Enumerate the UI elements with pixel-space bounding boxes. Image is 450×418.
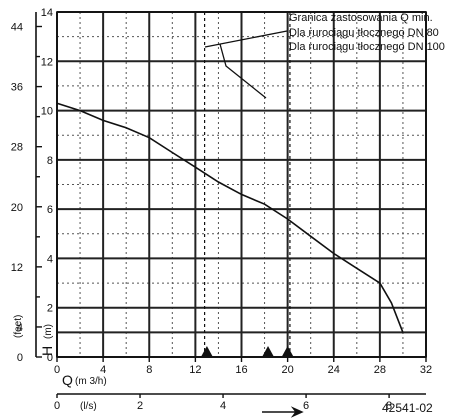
y-axis-unit: (m) (43, 324, 54, 339)
feet-tick-label: 4 (17, 322, 23, 334)
x-tick-label: 32 (420, 364, 432, 376)
ls-tick-label: 4 (220, 400, 226, 412)
feet-tick-label: 28 (11, 142, 23, 154)
annotation-dn100: Dla rurociągu tłocznego DN 100 (289, 41, 445, 53)
feet-tick-label: 36 (11, 82, 23, 94)
x-axis-unit: (m 3/h) (75, 376, 107, 387)
x-tick-label: 16 (235, 364, 247, 376)
pump-curve-line (56, 102, 404, 333)
annotation-dn80: Dla rurociągu tłocznego DN 80 (289, 27, 439, 39)
x-tick-label: 28 (374, 364, 386, 376)
y-tick-label: 4 (47, 253, 53, 265)
feet-tick-label: 0 (17, 352, 23, 364)
leader-dn80 (204, 30, 288, 48)
y-tick-label: 10 (41, 106, 53, 118)
x-tick-label: 8 (146, 364, 152, 376)
feet-tick-label: 20 (11, 202, 23, 214)
y-tick-label: 14 (41, 7, 53, 19)
figure-code: 42541-02 (382, 401, 433, 415)
x-tick-label: 20 (282, 364, 294, 376)
ls-tick-label: 0 (54, 400, 60, 412)
x-tick-label: 0 (54, 364, 60, 376)
ls-tick-label: 6 (303, 400, 309, 412)
feet-tick-label: 12 (11, 262, 23, 274)
qmin-marker (200, 346, 213, 357)
leader-dn100 (219, 43, 267, 99)
qmin-marker (262, 346, 275, 357)
y-axis-label: H (39, 346, 55, 356)
y-tick-label: 12 (41, 56, 53, 68)
ls-axis-unit: (l/s) (80, 401, 97, 412)
y-tick-label: 6 (47, 204, 53, 216)
x-tick-label: 4 (100, 364, 106, 376)
markers (200, 346, 294, 357)
annotation-qmin: Granica zastosowania Q min. (289, 12, 433, 24)
x-axis-label: Q (62, 372, 73, 388)
x-tick-label: 24 (328, 364, 340, 376)
y-tick-label: 2 (47, 303, 53, 315)
annotation-leaders (204, 30, 288, 99)
x-tick-label: 12 (189, 364, 201, 376)
ls-tick-label: 8 (386, 400, 392, 412)
grid (56, 11, 427, 358)
ls-tick-label: 2 (137, 400, 143, 412)
feet-axis-label: (feet) (13, 315, 24, 338)
y-tick-label: 0 (47, 352, 53, 364)
qmin-marker (281, 346, 294, 357)
y-tick-label: 8 (47, 155, 53, 167)
feet-tick-label: 44 (11, 22, 23, 34)
flow-arrow (262, 406, 304, 418)
